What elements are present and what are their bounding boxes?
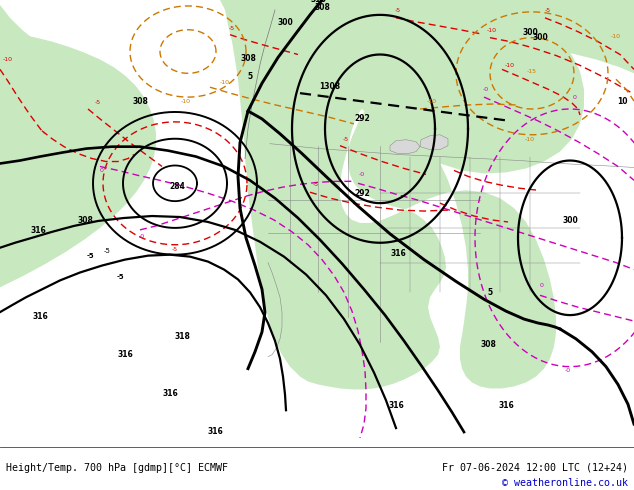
Text: -10: -10	[220, 80, 230, 85]
Polygon shape	[220, 0, 634, 390]
Text: 292: 292	[354, 189, 370, 198]
Text: Height/Temp. 700 hPa [gdmp][°C] ECMWF: Height/Temp. 700 hPa [gdmp][°C] ECMWF	[6, 463, 228, 473]
Text: -10: -10	[525, 137, 535, 142]
Text: 292: 292	[354, 114, 370, 123]
Text: 284: 284	[169, 182, 185, 191]
Text: 10: 10	[617, 97, 627, 106]
Text: 316: 316	[117, 350, 133, 359]
Text: -0: -0	[139, 234, 145, 239]
Text: 316: 316	[498, 401, 514, 410]
Text: -5: -5	[343, 137, 349, 142]
Text: 316: 316	[162, 390, 178, 398]
Text: 300: 300	[522, 27, 538, 37]
Text: -5: -5	[172, 246, 178, 252]
Text: -0: -0	[565, 368, 571, 372]
Polygon shape	[0, 30, 156, 287]
Text: 308: 308	[480, 340, 496, 349]
Polygon shape	[264, 0, 584, 173]
Text: -0: -0	[483, 87, 489, 92]
Text: 300: 300	[277, 18, 293, 27]
Text: -5: -5	[86, 253, 94, 259]
Text: -5: -5	[95, 100, 101, 105]
Text: 318: 318	[174, 332, 190, 341]
Text: 316: 316	[310, 0, 326, 4]
Text: -5: -5	[229, 26, 235, 31]
Text: -10: -10	[427, 99, 437, 104]
Text: 0: 0	[540, 283, 544, 288]
Text: 316: 316	[30, 226, 46, 235]
Text: 300: 300	[562, 216, 578, 225]
Polygon shape	[0, 0, 64, 109]
Text: -5: -5	[313, 182, 319, 187]
Polygon shape	[318, 57, 342, 72]
Text: 308: 308	[240, 54, 256, 63]
Text: -10: -10	[611, 34, 621, 39]
Text: 0: 0	[100, 169, 104, 173]
Text: 316: 316	[32, 312, 48, 321]
Text: 0: 0	[573, 95, 577, 100]
Polygon shape	[390, 140, 420, 153]
Text: -15: -15	[527, 69, 537, 74]
Text: -0: -0	[359, 172, 365, 177]
Text: 5: 5	[247, 72, 252, 81]
Polygon shape	[356, 43, 382, 56]
Text: © weatheronline.co.uk: © weatheronline.co.uk	[501, 478, 628, 488]
Text: -5: -5	[395, 8, 401, 13]
Text: -10: -10	[3, 57, 13, 62]
Polygon shape	[420, 135, 448, 149]
Text: -10: -10	[487, 28, 497, 33]
Text: 316: 316	[390, 248, 406, 258]
Text: Fr 07-06-2024 12:00 LTC (12+24): Fr 07-06-2024 12:00 LTC (12+24)	[442, 463, 628, 473]
Text: 300: 300	[532, 33, 548, 42]
Text: -10: -10	[181, 99, 191, 104]
Text: -10: -10	[505, 63, 515, 69]
Text: -5: -5	[545, 8, 551, 13]
Text: 308: 308	[132, 97, 148, 106]
Text: 316: 316	[388, 401, 404, 410]
Text: 308: 308	[77, 216, 93, 225]
Text: -5: -5	[116, 274, 124, 280]
Text: 308: 308	[314, 3, 330, 12]
Text: 1308: 1308	[320, 82, 340, 91]
Text: 5: 5	[488, 288, 493, 297]
Text: -5: -5	[103, 247, 110, 254]
Text: 316: 316	[207, 427, 223, 436]
